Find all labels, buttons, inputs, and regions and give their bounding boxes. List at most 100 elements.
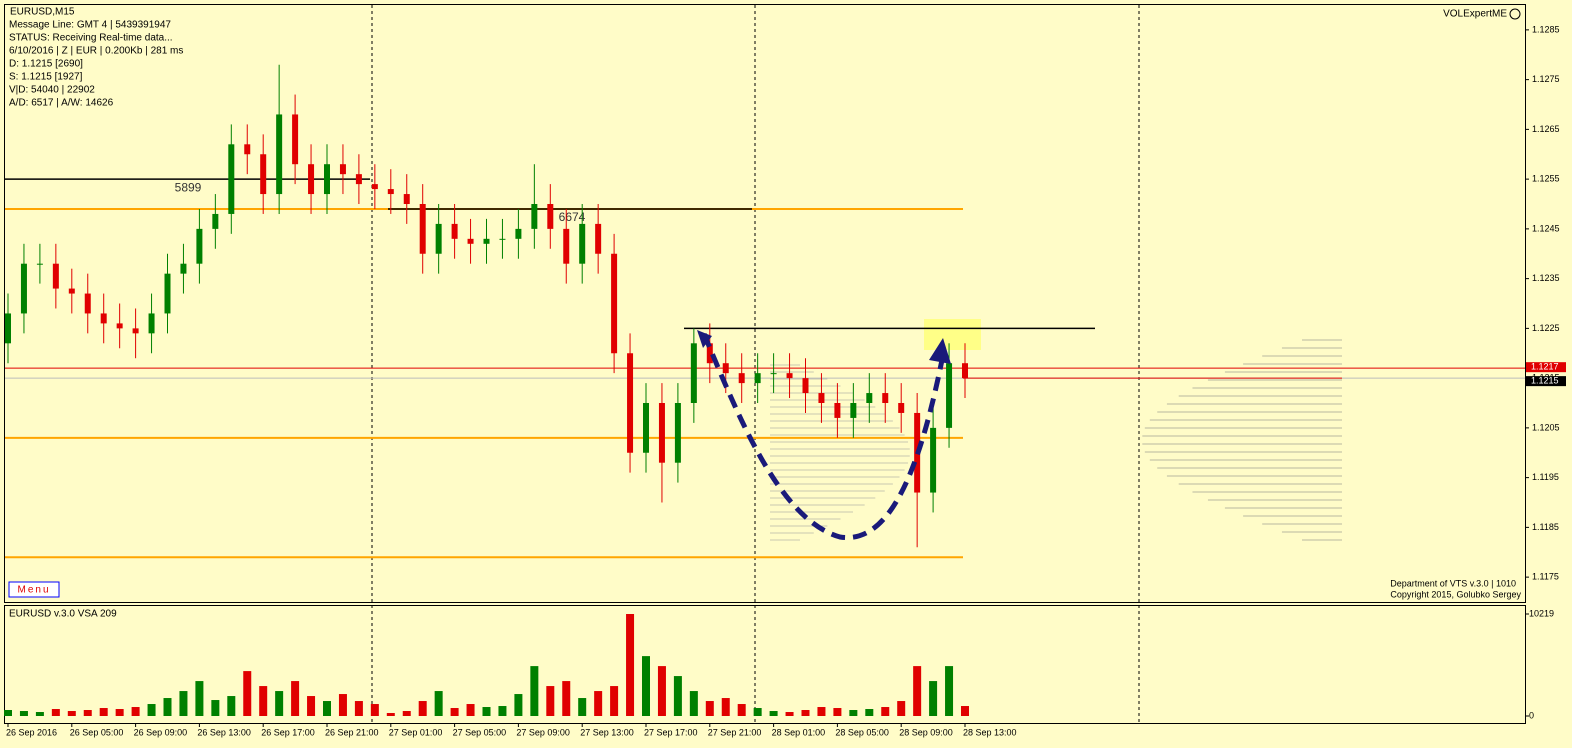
y-tick-label: 1.1255	[1532, 174, 1560, 184]
y-tick-label: 1.1185	[1532, 522, 1559, 532]
x-tick-label: 28 Sep 13:00	[963, 727, 1017, 737]
volume-bar	[291, 681, 300, 716]
volume-bar	[19, 711, 28, 716]
volume-bar	[450, 708, 459, 716]
volume-bar	[753, 708, 762, 716]
volume-bar	[961, 706, 969, 716]
candle-body	[292, 114, 299, 165]
volume-bar	[817, 707, 826, 716]
candle-body	[164, 273, 171, 314]
volume-bar	[514, 694, 523, 716]
x-tick-label: 26 Sep 13:00	[197, 727, 251, 737]
candle-body	[483, 238, 490, 244]
x-tick-label: 26 Sep 17:00	[261, 727, 315, 737]
candle-body	[946, 363, 953, 428]
candle-body	[579, 223, 586, 264]
chart-title: EURUSD,M15	[10, 7, 75, 18]
volume-bar	[402, 711, 411, 716]
volume-bar	[689, 691, 698, 716]
volume-bar	[657, 666, 666, 716]
highlight-box	[924, 319, 981, 350]
volume-bar	[482, 707, 491, 716]
x-tick-label: 27 Sep 17:00	[644, 727, 698, 737]
price-tag	[1526, 376, 1566, 387]
candle-body	[834, 403, 841, 418]
volume-bar	[259, 686, 268, 716]
candle-body	[260, 154, 267, 195]
menu-button[interactable]	[8, 581, 60, 598]
candle-body	[531, 204, 538, 229]
volume-bar	[913, 666, 922, 716]
volume-bar	[705, 701, 714, 716]
candle-body	[930, 427, 937, 493]
volume-bar	[849, 710, 858, 716]
volume-pane	[4, 605, 1526, 724]
candle-body	[627, 353, 634, 453]
candle-body	[100, 313, 107, 324]
footer: Department of VTS v.3.0 | 1010	[1390, 578, 1516, 588]
y-tick-label: 1.1275	[1532, 74, 1560, 84]
volume-bar	[51, 709, 60, 716]
volume-bar	[530, 666, 539, 716]
volume-tick-label: 0	[1529, 710, 1534, 720]
info-line: V|D: 54040 | 22902	[9, 85, 95, 96]
y-tick-label: 1.1225	[1532, 323, 1560, 333]
candle-body	[658, 403, 665, 463]
volume-bar	[275, 691, 284, 716]
y-tick-label: 1.1205	[1532, 422, 1560, 432]
y-tick-label: 1.1195	[1532, 472, 1559, 482]
candle-body	[387, 189, 394, 195]
candle-body	[690, 343, 697, 403]
volume-bar	[370, 704, 379, 716]
volume-bar	[83, 710, 92, 716]
volume-bar	[642, 656, 650, 716]
volume-bar	[562, 681, 571, 716]
x-tick-label: 27 Sep 05:00	[453, 727, 507, 737]
volume-bar	[865, 709, 874, 716]
indicator-name: VOLExpertME	[1443, 9, 1507, 20]
volume-bar	[721, 698, 730, 716]
volume-bar	[115, 709, 124, 716]
info-line: Message Line: GMT 4 | 5439391947	[9, 20, 171, 31]
candle-body	[5, 313, 11, 344]
volume-bar	[881, 707, 890, 716]
candle-body	[180, 263, 187, 274]
footer: Copyright 2015, Golubko Sergey	[1390, 589, 1521, 599]
candle-body	[515, 228, 522, 239]
candle-body	[355, 174, 362, 185]
candle-body	[595, 223, 602, 254]
candle-body	[738, 373, 745, 384]
volume-bar	[131, 707, 140, 716]
y-tick-label: 1.1265	[1532, 124, 1560, 134]
candle-body	[706, 343, 713, 364]
volume-bar	[227, 696, 236, 716]
volume-bar	[673, 676, 682, 716]
candle-body	[499, 238, 506, 240]
candle-body	[643, 403, 649, 453]
volume-bar	[35, 712, 44, 716]
candle-body	[196, 228, 203, 264]
volume-bar	[610, 686, 619, 716]
volume-bar	[323, 701, 331, 716]
marks: 1.1285 1.1275 1.1265 1.1255 1.1245 1.1235 1.12…	[4, 24, 1566, 737]
menu-label[interactable]: Menu	[17, 585, 50, 596]
volume-bar	[833, 708, 842, 716]
x-tick-label: 26 Sep 05:00	[70, 727, 124, 737]
candle-body	[674, 403, 681, 463]
volume-bar	[195, 681, 204, 716]
volume-bar	[418, 701, 427, 716]
volume-bar	[801, 710, 810, 716]
y-tick-label: 1.1175	[1532, 572, 1559, 582]
candle-body	[244, 144, 251, 155]
volume-bar	[67, 711, 76, 716]
indicator-icon	[1509, 8, 1521, 20]
volume-bar	[737, 704, 746, 716]
volume-bar	[338, 694, 347, 716]
candle-body	[435, 223, 442, 254]
volume-bar	[498, 706, 507, 716]
info-line: S: 1.1215 [1927]	[9, 72, 83, 83]
candle-body	[563, 228, 570, 264]
volume-bar	[594, 691, 603, 716]
candle-body	[36, 263, 43, 265]
candle-body	[339, 164, 346, 175]
